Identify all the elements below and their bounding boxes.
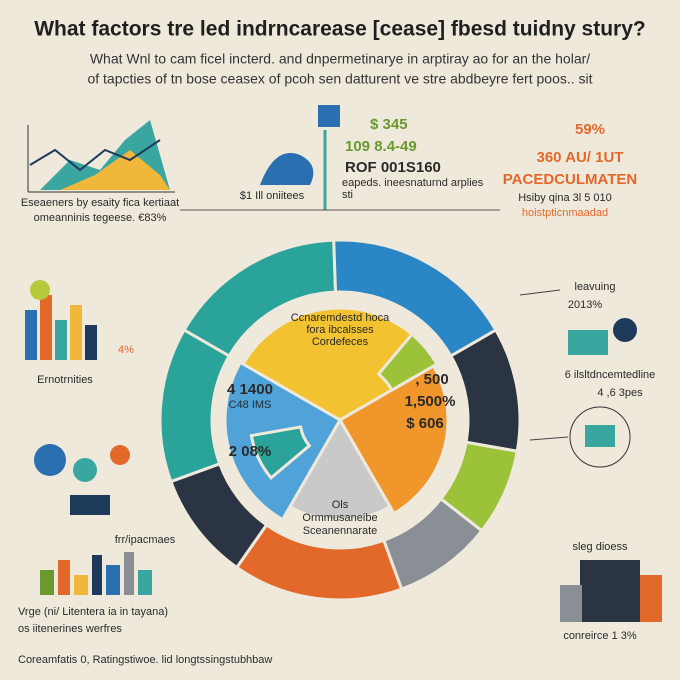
- label: hoistpticnmaadad: [522, 207, 608, 219]
- value-label: 59%: [575, 121, 605, 138]
- label: 2013%: [568, 299, 602, 311]
- icon: [260, 153, 314, 185]
- icon: [568, 330, 608, 355]
- label: Eseaeners by esaity fica kertiaat: [21, 197, 179, 209]
- value-label: 4 1400: [227, 381, 273, 398]
- label: C48 IMS: [229, 399, 272, 411]
- icon: [73, 458, 97, 482]
- label: Ols: [332, 499, 349, 511]
- wheel-labels: Ccnaremdestd hoca fora ibcalsses Cordefe…: [227, 312, 455, 537]
- title: What factors tre led indrncarease [cease…: [34, 18, 646, 41]
- bar-icon: [40, 295, 52, 360]
- label: eapeds. ineesnaturnd arplies: [342, 177, 484, 189]
- label: fora ibcalsses: [306, 324, 374, 336]
- footer: Coreamfatis 0, Ratingstiwoe. lid longtss…: [18, 654, 272, 666]
- bar-icon: [70, 305, 82, 360]
- label: $1 Ill oniitees: [240, 190, 305, 202]
- pie-segment: [337, 363, 450, 516]
- value-label: 4%: [118, 344, 134, 356]
- building: [40, 570, 54, 595]
- label: omeanninis tegeese. €83%: [34, 212, 167, 224]
- label: frr/ipacmaes: [115, 534, 176, 546]
- icon: [613, 318, 637, 342]
- value-label: ROF 001S160: [345, 159, 441, 176]
- bar-icon: [25, 310, 37, 360]
- label: Ernotrnities: [37, 374, 93, 386]
- skyline: [40, 552, 152, 595]
- area: [60, 150, 170, 190]
- value-label: , 500: [415, 371, 448, 388]
- icon: [30, 280, 50, 300]
- value-label: $ 345: [370, 116, 408, 133]
- label: sti: [342, 189, 353, 201]
- label: 4 ,6 3pes: [597, 387, 643, 399]
- subtitle: What Wnl to cam ficel incterd. and dnper…: [90, 51, 590, 67]
- label: os iitenerines werfres: [18, 623, 122, 635]
- building: [92, 555, 102, 595]
- pie-segment: [376, 332, 440, 393]
- label: Ormmusaneibe: [302, 512, 377, 524]
- building: [138, 570, 152, 595]
- subtitle: of tapcties of tn bose ceasex of pcoh se…: [87, 71, 592, 87]
- label: Sceanennarate: [303, 525, 378, 537]
- bar-icon: [85, 325, 97, 360]
- building: [640, 575, 662, 622]
- label: sleg dioess: [572, 541, 628, 553]
- label: Ccnaremdestd hoca: [291, 312, 390, 324]
- value-label: 1,500%: [405, 393, 456, 410]
- pie-segment: [287, 416, 393, 522]
- building: [58, 560, 70, 595]
- connector: [519, 289, 561, 296]
- value-label: 2 08%: [229, 443, 272, 460]
- bar-icons: [25, 280, 97, 360]
- icon: [318, 105, 340, 127]
- building: [560, 585, 582, 622]
- building: [106, 565, 120, 595]
- ring-segment: [158, 327, 232, 484]
- label: Vrge (ni/ Litentera ia in tayana): [18, 606, 168, 618]
- value-label: PACEDCULMATEN: [503, 171, 637, 188]
- pie-segment: [249, 425, 312, 480]
- building: [124, 552, 134, 595]
- label: 6 ilsltdncemtedline: [565, 369, 656, 381]
- value-label: $ 606: [406, 415, 444, 432]
- wheel: [158, 238, 522, 602]
- icon: [569, 406, 631, 468]
- building: [580, 560, 640, 622]
- connector: [529, 436, 569, 441]
- line: [29, 139, 161, 172]
- label: leavuing: [575, 281, 616, 293]
- mini-chart: [27, 120, 175, 193]
- bar-icon: [55, 320, 67, 360]
- label: Cordefeces: [312, 336, 369, 348]
- icon: [70, 495, 110, 515]
- label: conreirce 1 3%: [563, 630, 637, 642]
- icon-cluster: [34, 444, 130, 515]
- icon: [110, 445, 130, 465]
- value-label: 360 AU/ 1UT: [537, 149, 624, 166]
- label: Hsiby qina 3l 5 010: [518, 192, 612, 204]
- icon: [34, 444, 66, 476]
- icon: [585, 425, 615, 447]
- value-label: 109 8.4-49: [345, 138, 417, 155]
- building: [74, 575, 88, 595]
